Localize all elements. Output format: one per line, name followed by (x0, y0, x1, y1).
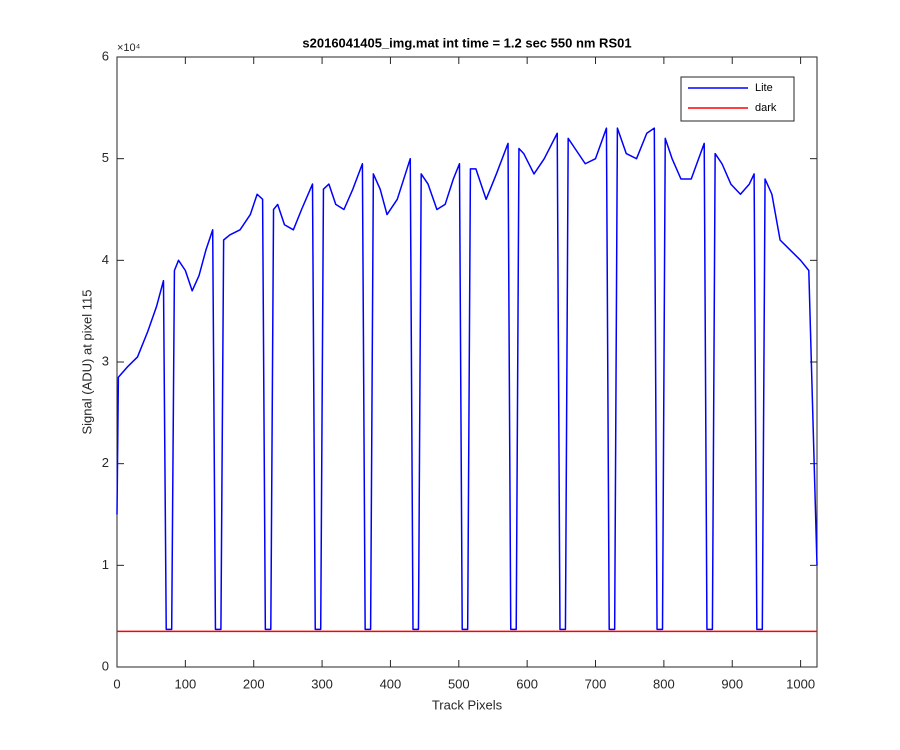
x-tick-label: 700 (585, 676, 607, 691)
x-tick-label: 600 (516, 676, 538, 691)
plot-frame (116, 56, 818, 668)
legend-label: Lite (755, 82, 773, 94)
y-tick-label: 3 (102, 353, 109, 368)
x-tick-label: 800 (653, 676, 675, 691)
x-tick-label: 200 (243, 676, 265, 691)
series-line (116, 127, 818, 631)
x-tick-label: 300 (311, 676, 333, 691)
y-exponent-label: ×10⁴ (117, 42, 141, 54)
x-axis-label: Track Pixels (432, 697, 503, 712)
x-tick-label: 500 (448, 676, 470, 691)
y-tick-label: 5 (102, 150, 109, 165)
chart-title: s2016041405_img.mat int time = 1.2 sec 5… (302, 35, 631, 50)
legend-box (680, 76, 795, 122)
x-tick-label: 100 (175, 676, 197, 691)
y-tick-label: 1 (102, 557, 109, 572)
x-tick-label: 1000 (786, 676, 815, 691)
y-axis-label: Signal (ADU) at pixel 115 (79, 290, 94, 435)
legend: Lite dark (680, 76, 795, 122)
y-tick-label: 6 (102, 48, 109, 63)
x-tick-label: 900 (721, 676, 743, 691)
legend-label: dark (755, 102, 777, 114)
y-tick-label: 2 (102, 455, 109, 470)
x-tick-label: 0 (113, 676, 120, 691)
y-tick-label: 0 (102, 658, 109, 673)
y-tick-label: 4 (102, 252, 109, 267)
x-tick-label: 400 (380, 676, 402, 691)
